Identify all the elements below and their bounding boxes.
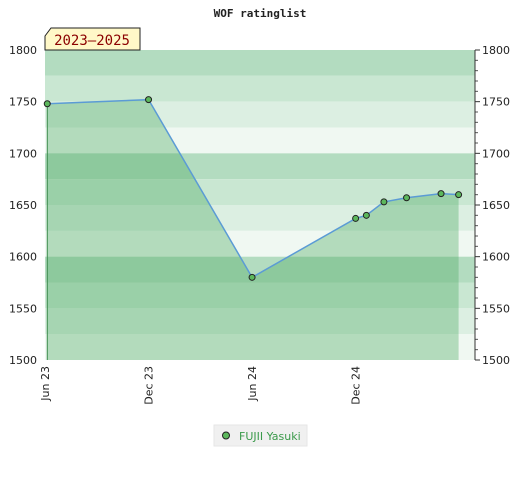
series-marker [380, 198, 388, 206]
background-band [45, 230, 475, 257]
series-marker [437, 190, 445, 198]
series-area-fill [47, 99, 459, 360]
series-marker [248, 273, 256, 281]
period-badge-label: 2023–2025 [54, 33, 130, 49]
background-band [45, 179, 475, 205]
background-band [45, 308, 475, 335]
y-tick-label-right: 1550 [482, 302, 510, 315]
y-tick-label-right: 1800 [482, 44, 510, 57]
background-band [45, 50, 475, 76]
y-tick-label-left: 1650 [9, 199, 37, 212]
y-tick-label-left: 1600 [9, 251, 37, 264]
legend-marker [222, 431, 230, 440]
legend-label: FUJII Yasuki [239, 430, 301, 443]
series-marker [43, 100, 51, 108]
legend[interactable]: FUJII Yasuki [213, 424, 308, 447]
background-band [45, 282, 475, 309]
series-marker [352, 214, 360, 222]
background-band [45, 334, 475, 360]
series-marker [403, 194, 411, 202]
background-bands [45, 50, 475, 360]
y-axis-left: 1500 1550 1600 1650 1700 1750 1800 [9, 44, 37, 367]
x-axis: Jun 23 Dec 23 Jun 24 Dec 24 [39, 366, 363, 405]
y-tick-label-left: 1550 [9, 302, 37, 315]
y-tick-label-right: 1600 [482, 251, 510, 264]
x-tick-label: Jun 24 [246, 366, 259, 402]
chart-title: WOF ratinglist [214, 7, 307, 20]
y-tick-label-right: 1700 [482, 147, 510, 160]
legend-box [213, 424, 308, 447]
y-tick-label-left: 1700 [9, 147, 37, 160]
x-tick-label: Dec 23 [143, 366, 156, 405]
background-band [45, 205, 475, 231]
background-band [45, 256, 475, 283]
period-badge-shape [44, 27, 141, 51]
background-band [45, 101, 475, 128]
background-band [45, 75, 475, 102]
y-tick-label-right: 1750 [482, 96, 510, 109]
y-axis-right: 1500 1550 1600 1650 1700 1750 1800 [475, 44, 510, 367]
series-markers [43, 96, 463, 281]
background-band [45, 127, 475, 154]
y-tick-label-left: 1800 [9, 44, 37, 57]
series-marker [362, 211, 370, 219]
background-band [45, 153, 475, 180]
x-tick-label: Jun 23 [39, 366, 52, 402]
series-marker [455, 191, 463, 199]
series-marker [145, 96, 153, 104]
y-tick-label-left: 1750 [9, 96, 37, 109]
y-tick-label-right: 1500 [482, 354, 510, 367]
y-tick-label-left: 1500 [9, 354, 37, 367]
x-tick-label: Dec 24 [350, 366, 363, 405]
y-tick-label-right: 1650 [482, 199, 510, 212]
period-badge: 2023–2025 [44, 27, 141, 51]
